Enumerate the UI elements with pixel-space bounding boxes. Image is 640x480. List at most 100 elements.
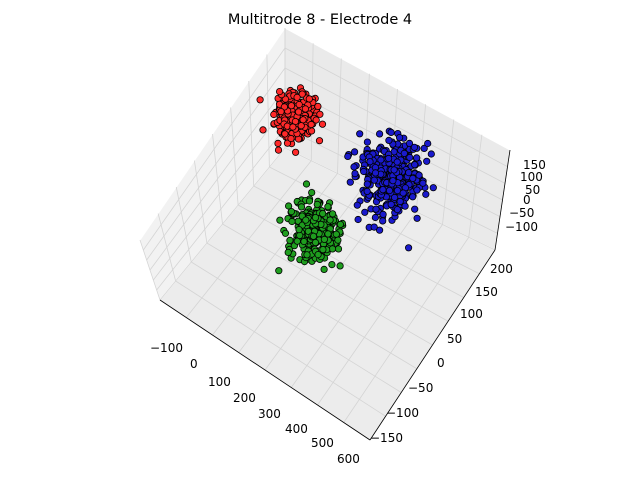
data-point [371,169,380,177]
data-point [406,153,414,162]
data-point [377,156,385,164]
data-point [363,138,371,146]
z-tick-label: −50 [509,206,534,220]
y-tick-labels: −150 −100 −50 0 50 100 150 200 [370,262,513,445]
data-point [385,187,394,195]
data-point [363,180,371,188]
data-point [303,251,311,259]
data-point [356,130,364,138]
data-points [256,84,437,275]
data-point [328,245,337,253]
data-point [298,90,306,98]
x-tick-label: 500 [311,436,334,450]
data-point [274,146,283,154]
data-point [354,215,362,224]
data-point [393,206,401,214]
z-axis-line [494,149,511,251]
data-point [375,130,384,138]
data-point [281,229,290,237]
data-point [256,96,264,104]
data-point [320,235,328,243]
y-tick-label: −150 [370,431,403,445]
data-point [401,202,409,210]
data-point [336,220,344,228]
data-point [287,208,295,216]
y-tick-label: 100 [460,307,483,321]
data-point [389,177,397,185]
grid-line [284,67,506,184]
data-point [275,267,283,275]
data-point [411,161,419,169]
z-tick-label: 150 [523,158,546,172]
data-point [289,123,297,131]
data-point [371,213,379,222]
grid-line [290,211,417,388]
data-point [286,236,294,244]
data-point [353,201,361,209]
data-point [350,148,359,156]
x-axis-line [159,299,371,441]
data-point [277,108,285,116]
y-tick-label: 50 [447,332,462,346]
data-point [370,223,378,231]
data-point [399,189,407,197]
data-point [405,139,414,147]
data-point [336,262,344,270]
data-point [312,116,320,124]
y-tick-label: 200 [490,262,513,276]
data-point [326,216,334,224]
data-point [318,120,327,128]
x-tick-label: 400 [285,422,308,436]
data-point [344,152,352,160]
data-point [288,217,296,226]
data-point [422,190,430,198]
data-point [270,110,278,119]
data-point [350,163,358,171]
data-point [390,166,398,174]
y-tick-label: −100 [386,406,419,420]
data-point [284,248,292,256]
data-point [370,176,378,184]
y-tick-label: 150 [475,285,498,299]
data-point [379,186,387,194]
data-point [287,134,295,143]
data-point [316,110,324,118]
data-point [284,202,293,210]
data-point [351,170,359,178]
data-point [372,205,380,213]
y-tick-label: −50 [408,381,433,395]
data-point [410,143,418,151]
data-point [332,230,340,238]
data-point [429,184,437,192]
data-point [319,246,327,254]
data-point [379,217,387,225]
data-point [385,136,393,144]
grid-line [156,127,286,291]
grid-line [237,204,449,322]
data-point [413,154,421,162]
data-point [415,171,423,179]
data-point [413,186,421,194]
x-tick-label: 300 [258,407,281,421]
data-point [281,130,289,138]
data-point [294,108,303,116]
z-tick-label: −100 [505,220,538,234]
data-point [387,200,395,208]
data-point [328,260,336,269]
data-point [387,128,395,136]
chart-title: Multitrode 8 - Electrode 4 [227,12,413,28]
data-point [313,200,321,208]
grid-line [222,223,433,346]
data-point [259,126,267,134]
data-point [311,238,320,247]
data-point [291,148,300,156]
y-axis-line [369,249,496,441]
data-point [396,197,404,206]
x-tick-label: 600 [337,452,360,466]
grid-line [343,237,470,423]
data-point [404,244,413,252]
x-tick-label: −100 [150,341,183,355]
x-tick-label: 200 [233,391,256,405]
data-point [305,95,313,103]
